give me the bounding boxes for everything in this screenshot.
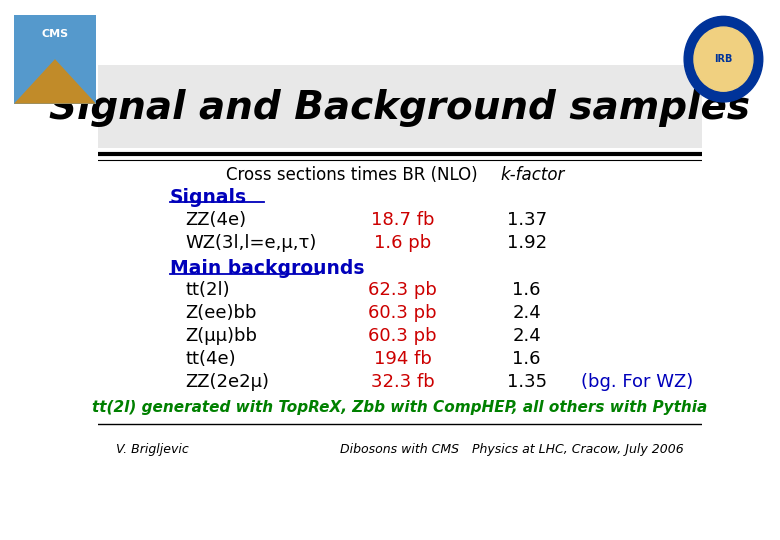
Text: 2.4: 2.4 [512, 327, 541, 345]
Text: 1.6: 1.6 [512, 350, 541, 368]
Text: tt(2l) generated with TopReX, Zbb with CompHEP, all others with Pythia: tt(2l) generated with TopReX, Zbb with C… [92, 400, 707, 415]
Text: ZZ(4e): ZZ(4e) [185, 211, 246, 229]
Text: Physics at LHC, Cracow, July 2006: Physics at LHC, Cracow, July 2006 [472, 443, 684, 456]
Text: tt(2l): tt(2l) [185, 281, 230, 299]
Text: k-factor: k-factor [501, 166, 565, 184]
Text: WZ(3l,l=e,μ,τ): WZ(3l,l=e,μ,τ) [185, 234, 317, 252]
Polygon shape [14, 59, 96, 104]
Text: Main backgrounds: Main backgrounds [170, 259, 364, 278]
Text: 32.3 fb: 32.3 fb [371, 373, 434, 390]
Text: 1.6: 1.6 [512, 281, 541, 299]
Text: (bg. For WZ): (bg. For WZ) [581, 373, 693, 390]
Circle shape [684, 16, 763, 102]
Text: Signals: Signals [170, 187, 247, 206]
Text: CMS: CMS [41, 29, 69, 39]
Text: 2.4: 2.4 [512, 304, 541, 322]
Text: tt(4e): tt(4e) [185, 350, 236, 368]
Text: 1.35: 1.35 [507, 373, 547, 390]
Text: Z(μμ)bb: Z(μμ)bb [185, 327, 257, 345]
Text: 60.3 pb: 60.3 pb [368, 304, 437, 322]
Polygon shape [14, 15, 96, 104]
Text: 60.3 pb: 60.3 pb [368, 327, 437, 345]
Text: 18.7 fb: 18.7 fb [371, 211, 434, 229]
Text: 194 fb: 194 fb [374, 350, 431, 368]
Circle shape [694, 27, 753, 91]
Text: ZZ(2e2μ): ZZ(2e2μ) [185, 373, 269, 390]
Text: Z(ee)bb: Z(ee)bb [185, 304, 257, 322]
Text: 62.3 pb: 62.3 pb [368, 281, 438, 299]
Text: V. Brigljevic: V. Brigljevic [115, 443, 189, 456]
Text: Dibosons with CMS: Dibosons with CMS [340, 443, 459, 456]
Text: 1.6 pb: 1.6 pb [374, 234, 431, 252]
Text: 1.37: 1.37 [507, 211, 547, 229]
Text: Signal and Background samples: Signal and Background samples [49, 90, 750, 127]
Text: IRB: IRB [714, 54, 732, 64]
Text: Cross sections times BR (NLO): Cross sections times BR (NLO) [225, 166, 477, 184]
Text: 1.92: 1.92 [507, 234, 547, 252]
FancyBboxPatch shape [98, 65, 702, 148]
